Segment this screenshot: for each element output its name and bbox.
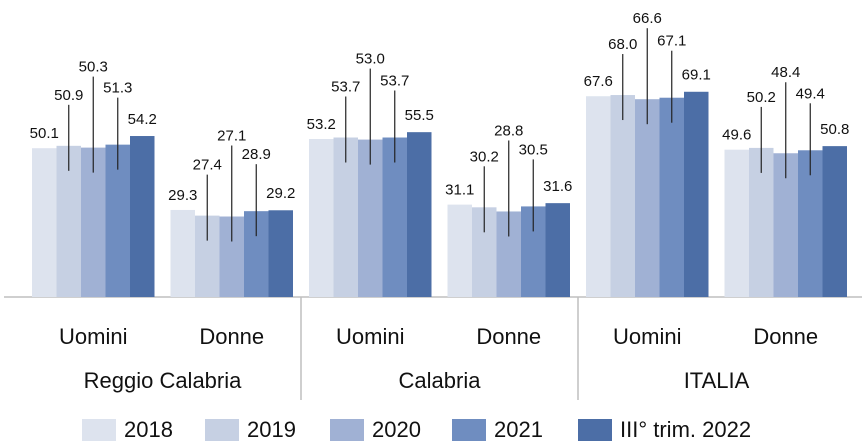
legend-swatch bbox=[82, 419, 116, 441]
bar bbox=[309, 138, 334, 297]
legend-label: 2020 bbox=[372, 417, 421, 442]
value-label: 51.3 bbox=[103, 80, 132, 97]
legend-label: 2019 bbox=[247, 417, 296, 442]
value-label: 50.2 bbox=[747, 89, 776, 106]
bar bbox=[822, 146, 847, 297]
x-tick-label: Donne bbox=[753, 324, 818, 349]
bar bbox=[268, 210, 293, 297]
legend-label: 2018 bbox=[124, 417, 173, 442]
bar bbox=[382, 137, 407, 297]
value-label: 31.1 bbox=[445, 182, 474, 199]
value-label: 30.2 bbox=[470, 148, 499, 165]
legend-label: III° trim. 2022 bbox=[620, 417, 751, 442]
value-label: 66.6 bbox=[633, 10, 662, 27]
bar bbox=[407, 132, 432, 297]
value-label: 27.1 bbox=[217, 127, 246, 144]
bar bbox=[545, 203, 570, 297]
x-tick-label: Donne bbox=[199, 324, 264, 349]
value-label: 67.6 bbox=[584, 73, 613, 90]
legend-swatch bbox=[578, 419, 612, 441]
bar bbox=[684, 91, 709, 297]
bar bbox=[56, 145, 81, 297]
value-label: 49.6 bbox=[722, 127, 751, 144]
group-label: Reggio Calabria bbox=[84, 368, 243, 393]
value-label: 50.3 bbox=[79, 59, 108, 76]
value-label: 53.2 bbox=[307, 116, 336, 133]
value-label: 29.3 bbox=[168, 187, 197, 204]
bar bbox=[447, 204, 472, 297]
legend-swatch bbox=[452, 419, 486, 441]
value-label: 53.7 bbox=[331, 78, 360, 95]
bar bbox=[32, 148, 57, 297]
value-label: 31.6 bbox=[543, 178, 572, 195]
value-label: 30.5 bbox=[519, 141, 548, 158]
x-tick-label: Donne bbox=[476, 324, 541, 349]
bar bbox=[105, 144, 130, 297]
value-label: 50.9 bbox=[54, 87, 83, 104]
value-label: 67.1 bbox=[657, 33, 686, 50]
bar bbox=[586, 96, 611, 297]
value-label: 28.8 bbox=[494, 122, 523, 139]
bar bbox=[130, 136, 155, 297]
value-label: 28.9 bbox=[242, 146, 271, 163]
bar bbox=[635, 99, 660, 297]
value-label: 27.4 bbox=[193, 157, 222, 174]
bar bbox=[724, 149, 749, 297]
x-tick-label: Uomini bbox=[613, 324, 681, 349]
legend-swatch bbox=[330, 419, 364, 441]
x-tick-label: Uomini bbox=[336, 324, 404, 349]
group-label: Calabria bbox=[399, 368, 482, 393]
bar bbox=[610, 95, 635, 297]
value-label: 50.8 bbox=[820, 121, 849, 138]
value-label: 29.2 bbox=[266, 185, 295, 202]
value-label: 53.0 bbox=[356, 51, 385, 68]
legend-swatch bbox=[205, 419, 239, 441]
x-tick-label: Uomini bbox=[59, 324, 127, 349]
legend-label: 2021 bbox=[494, 417, 543, 442]
value-label: 69.1 bbox=[682, 67, 711, 84]
value-label: 49.4 bbox=[796, 85, 825, 102]
value-label: 50.1 bbox=[30, 125, 59, 142]
bar bbox=[358, 139, 383, 297]
value-label: 48.4 bbox=[771, 64, 800, 81]
value-label: 55.5 bbox=[405, 107, 434, 124]
group-label: ITALIA bbox=[684, 368, 750, 393]
value-label: 54.2 bbox=[128, 111, 157, 128]
bar bbox=[170, 209, 195, 297]
value-label: 53.7 bbox=[380, 72, 409, 89]
bar bbox=[333, 137, 358, 297]
bar bbox=[659, 97, 684, 297]
value-label: 68.0 bbox=[608, 36, 637, 53]
